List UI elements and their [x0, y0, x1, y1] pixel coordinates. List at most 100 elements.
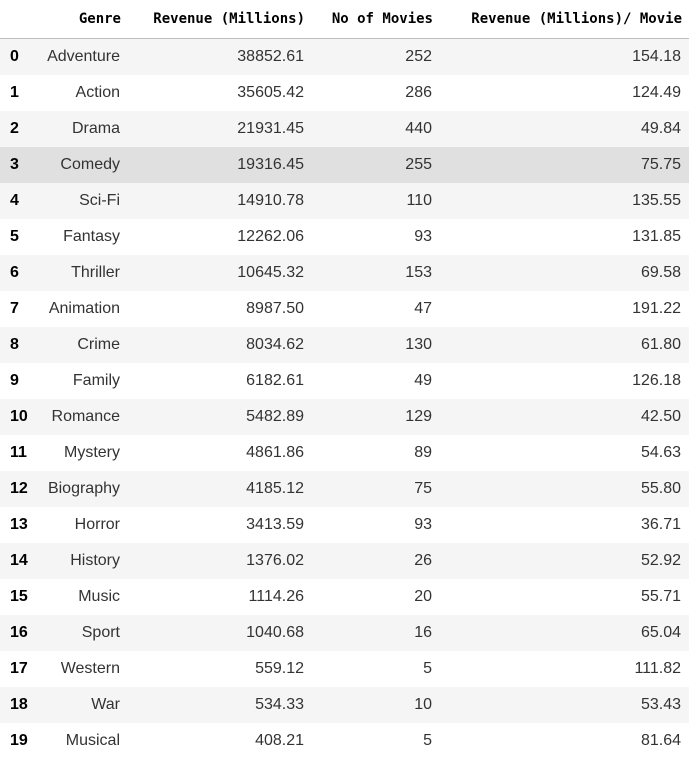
genre-cell: Crime: [33, 327, 128, 363]
genre-cell: Sport: [33, 615, 128, 651]
header-row: Genre Revenue (Millions) No of Movies Re…: [0, 0, 689, 39]
movies-cell: 5: [312, 723, 440, 759]
movies-cell: 93: [312, 219, 440, 255]
row-index: 3: [0, 147, 33, 183]
revenue-cell: 5482.89: [128, 399, 312, 435]
row-index: 7: [0, 291, 33, 327]
row-index: 4: [0, 183, 33, 219]
row-index: 18: [0, 687, 33, 723]
movies-cell: 252: [312, 39, 440, 76]
genre-cell: Western: [33, 651, 128, 687]
movies-header: No of Movies: [312, 0, 440, 39]
genre-cell: Drama: [33, 111, 128, 147]
movies-cell: 75: [312, 471, 440, 507]
genre-cell: Music: [33, 579, 128, 615]
row-index: 17: [0, 651, 33, 687]
genre-cell: Fantasy: [33, 219, 128, 255]
ratio-cell: 111.82: [440, 651, 689, 687]
ratio-cell: 52.92: [440, 543, 689, 579]
ratio-cell: 135.55: [440, 183, 689, 219]
row-index: 6: [0, 255, 33, 291]
ratio-cell: 75.75: [440, 147, 689, 183]
ratio-cell: 131.85: [440, 219, 689, 255]
genre-cell: Horror: [33, 507, 128, 543]
genre-cell: Comedy: [33, 147, 128, 183]
revenue-cell: 8034.62: [128, 327, 312, 363]
revenue-cell: 3413.59: [128, 507, 312, 543]
movies-cell: 5: [312, 651, 440, 687]
revenue-cell: 21931.45: [128, 111, 312, 147]
genre-cell: History: [33, 543, 128, 579]
genre-cell: Action: [33, 75, 128, 111]
genre-cell: Mystery: [33, 435, 128, 471]
movies-cell: 93: [312, 507, 440, 543]
row-index: 12: [0, 471, 33, 507]
ratio-cell: 126.18: [440, 363, 689, 399]
revenue-cell: 6182.61: [128, 363, 312, 399]
movies-cell: 130: [312, 327, 440, 363]
row-index: 14: [0, 543, 33, 579]
row-index: 10: [0, 399, 33, 435]
ratio-cell: 65.04: [440, 615, 689, 651]
ratio-cell: 53.43: [440, 687, 689, 723]
table-header: Genre Revenue (Millions) No of Movies Re…: [0, 0, 689, 39]
genre-cell: Biography: [33, 471, 128, 507]
row-index: 2: [0, 111, 33, 147]
movies-cell: 110: [312, 183, 440, 219]
movies-cell: 47: [312, 291, 440, 327]
movies-cell: 89: [312, 435, 440, 471]
movies-cell: 49: [312, 363, 440, 399]
row-index: 11: [0, 435, 33, 471]
movies-cell: 153: [312, 255, 440, 291]
row-index: 15: [0, 579, 33, 615]
ratio-cell: 49.84: [440, 111, 689, 147]
movies-cell: 255: [312, 147, 440, 183]
genre-cell: War: [33, 687, 128, 723]
genre-cell: Romance: [33, 399, 128, 435]
ratio-header: Revenue (Millions)/ Movie: [440, 0, 689, 39]
genre-header: Genre: [33, 0, 128, 39]
revenue-cell: 4861.86: [128, 435, 312, 471]
revenue-cell: 35605.42: [128, 75, 312, 111]
genre-cell: Thriller: [33, 255, 128, 291]
row-index: 16: [0, 615, 33, 651]
genre-cell: Animation: [33, 291, 128, 327]
ratio-cell: 54.63: [440, 435, 689, 471]
ratio-cell: 61.80: [440, 327, 689, 363]
movies-cell: 286: [312, 75, 440, 111]
ratio-cell: 42.50: [440, 399, 689, 435]
revenue-cell: 38852.61: [128, 39, 312, 76]
revenue-cell: 4185.12: [128, 471, 312, 507]
ratio-cell: 69.58: [440, 255, 689, 291]
row-index: 5: [0, 219, 33, 255]
row-index: 9: [0, 363, 33, 399]
row-index: 13: [0, 507, 33, 543]
movies-cell: 16: [312, 615, 440, 651]
row-index: 1: [0, 75, 33, 111]
revenue-cell: 14910.78: [128, 183, 312, 219]
movies-cell: 10: [312, 687, 440, 723]
ratio-cell: 36.71: [440, 507, 689, 543]
revenue-header: Revenue (Millions): [128, 0, 312, 39]
movies-cell: 129: [312, 399, 440, 435]
